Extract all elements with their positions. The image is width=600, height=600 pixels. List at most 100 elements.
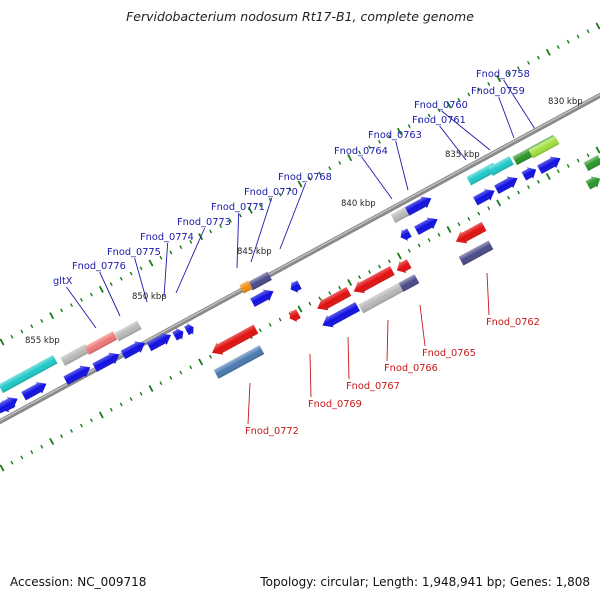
tick-mark-top [238,213,242,218]
tick-mark-top [89,292,93,297]
tick-mark-bottom [407,248,411,253]
gene-arrow-forward [521,167,537,181]
gene-label-top: Fnod_0773 [177,217,231,228]
tick-mark-bottom [308,301,312,306]
tick-mark-bottom [586,153,590,158]
leader-line-bottom [309,353,312,398]
tick-mark-bottom [338,285,342,290]
tick-mark-bottom [98,411,104,419]
tick-mark-top [60,308,64,313]
gene-arrow-reverse [212,324,259,355]
bp-label: 835 kbp [445,150,480,160]
bp-label: 855 kbp [25,336,60,346]
tick-mark-top [576,34,580,39]
gene-arrow-forward [92,352,120,372]
gene-block-forward [390,207,410,223]
tick-mark-top [308,176,312,181]
tick-mark-bottom [457,222,461,227]
leader-line-bottom [347,336,350,380]
leader-line-top [250,197,273,263]
tick-mark-top [347,154,353,162]
gene-arrow-forward [414,217,438,235]
gene-arrow-forward [404,196,432,216]
gene-block-forward [114,320,142,342]
tick-mark-top [427,113,431,118]
tick-mark-bottom [189,365,193,370]
tick-mark-top [10,334,14,339]
tick-mark-bottom [496,199,502,207]
gene-arrow-forward [21,382,47,401]
tick-mark-top [328,166,332,171]
tick-mark-bottom [209,354,213,359]
gene-label-top: Fnod_0761 [412,115,466,126]
tick-mark-top [40,319,44,323]
leader-line-top [279,182,307,250]
gene-arrow-forward [494,176,518,194]
tick-mark-bottom [368,269,372,274]
tick-mark-top [586,29,590,34]
gene-arrow-forward [184,323,194,336]
gene-block-forward [248,271,272,291]
gene-arrow-reverse [400,228,412,241]
gene-block-forward [239,280,253,294]
tick-mark-top [368,145,372,150]
tick-mark-top [496,75,502,83]
gene-arrow-forward [63,365,91,385]
gene-arrow-forward [120,341,145,360]
tick-mark-bottom [159,381,163,386]
gene-arrow-reverse [317,287,352,311]
tick-mark-top [487,82,491,86]
leader-line-top [503,79,536,130]
gene-block-reverse [398,274,420,292]
tick-mark-bottom [109,407,113,412]
tick-mark-bottom [526,185,530,190]
tick-mark-bottom [258,328,262,333]
tick-mark-bottom [328,291,332,296]
tick-mark-top [179,245,183,250]
tick-mark-top [278,192,282,197]
leader-line-bottom [247,382,251,425]
gene-features [0,134,600,414]
tick-mark-bottom [545,172,551,181]
genome-summary-text: Topology: circular; Length: 1,948,941 bp… [260,575,590,589]
tick-mark-bottom [387,259,391,264]
gene-label-top: Fnod_0758 [476,69,530,80]
tick-mark-bottom [169,375,173,380]
backbone-highlight [0,93,600,422]
tick-mark-bottom [119,402,123,407]
tick-mark-top [119,276,123,281]
tick-mark-bottom [40,444,44,449]
tick-mark-bottom [79,423,83,428]
gene-block-reverse [213,345,265,379]
leader-line-top [175,227,206,294]
tick-mark-bottom [517,190,521,195]
tick-mark-bottom [49,437,55,446]
leader-line-top [236,212,240,269]
gene-block-forward [60,344,90,366]
tick-mark-top [457,97,461,102]
gene-label-top: Fnod_0776 [72,261,126,272]
gene-block-forward [0,355,58,393]
leader-line-top [163,242,169,298]
gene-label-top: Fnod_0759 [471,86,525,97]
leader-line-top [498,96,515,139]
gene-block-reverse [358,282,404,314]
gene-label-top: gltX [53,276,73,287]
leader-line-top [441,110,491,151]
tick-mark-bottom [129,397,133,402]
tick-mark-top [30,324,34,329]
tick-mark-top [338,161,342,165]
gene-label-bottom: Fnod_0766 [384,363,438,374]
tick-mark-bottom [148,384,154,393]
gene-label-top: Fnod_0774 [140,232,194,243]
tick-mark-bottom [446,225,452,234]
tick-mark-top [297,180,303,188]
tick-mark-top [387,134,391,139]
gene-label-top: Fnod_0770 [244,187,298,198]
gene-block-forward [583,155,600,171]
tick-mark-bottom [0,464,5,472]
bp-label: 845 kbp [237,247,272,257]
gene-label-top: Fnod_0775 [107,247,161,258]
genome-backbone [0,92,600,425]
